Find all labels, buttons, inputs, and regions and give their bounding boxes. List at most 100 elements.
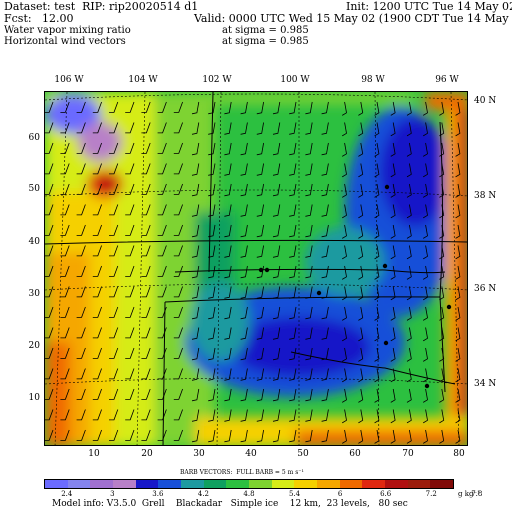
wind-barb: [60, 265, 70, 277]
wind-barb: [374, 388, 380, 403]
wind-barb: [157, 286, 167, 298]
colorbar-swatch: [158, 480, 182, 488]
wind-barb: [406, 245, 412, 260]
wind-barb: [60, 347, 70, 359]
wind-barb: [341, 142, 347, 157]
wind-barb: [289, 347, 297, 361]
wind-barb: [92, 265, 102, 277]
wind-barb: [455, 286, 461, 301]
wind-barb: [374, 101, 380, 116]
wind-barb: [45, 224, 54, 236]
wind-barb: [141, 183, 151, 195]
wind-barb: [224, 429, 232, 443]
wind-barb: [439, 327, 445, 342]
wind-barb: [141, 101, 151, 113]
wind-barb: [240, 122, 248, 135]
wind-barb: [422, 388, 428, 403]
wind-barb: [321, 163, 329, 176]
lon-label-106w: 106 W: [54, 75, 84, 85]
wind-barb: [358, 122, 364, 137]
wind-barb: [390, 142, 396, 157]
wind-barb: [76, 368, 86, 380]
wind-barb: [125, 429, 135, 441]
wind-barb: [256, 224, 264, 238]
wind-barb: [289, 265, 297, 279]
colorbar-swatch: [317, 480, 340, 488]
y-tick-30: 30: [28, 289, 40, 299]
wind-barb: [191, 224, 200, 238]
wind-barb: [45, 347, 54, 359]
wind-barb: [289, 101, 297, 115]
wind-barb: [455, 122, 461, 137]
wind-barb: [256, 122, 264, 135]
wind-barb: [321, 429, 329, 443]
wind-barb: [374, 224, 380, 239]
wind-barb: [92, 204, 102, 216]
wind-barb: [390, 245, 396, 260]
wind-barb: [390, 265, 396, 280]
colorbar-swatch: [90, 480, 114, 488]
barb-vectors-caption: BARB VECTORS: FULL BARB = 5 m s⁻¹: [180, 469, 304, 476]
wind-barb: [305, 429, 313, 443]
wind-barb: [76, 429, 86, 441]
colorbar-label: 3.6: [152, 490, 164, 498]
wind-barb: [272, 204, 281, 217]
wind-barb: [406, 265, 412, 280]
wind-barb: [191, 122, 200, 135]
wind-barb: [45, 204, 54, 216]
wind-barb: [108, 224, 119, 236]
wind-barb: [321, 183, 329, 197]
wind-barb: [60, 142, 70, 154]
wind-barb: [406, 204, 412, 219]
wind-barb: [455, 306, 461, 321]
wind-barb: [289, 327, 297, 340]
wind-barb: [374, 286, 380, 301]
wind-barb: [406, 306, 412, 321]
wind-barb: [455, 101, 461, 116]
wind-barb: [92, 142, 102, 154]
wind-barb: [321, 306, 329, 320]
wind-barb: [76, 388, 86, 400]
wind-barb: [240, 245, 248, 258]
lon-label-104w: 104 W: [128, 75, 158, 85]
wind-barb: [173, 409, 183, 421]
wind-barb: [208, 306, 216, 320]
wind-barb: [45, 142, 54, 154]
wind-barb: [173, 286, 183, 298]
wind-barb: [341, 163, 347, 178]
wind-barb: [45, 101, 54, 113]
wind-barb: [256, 245, 264, 258]
wind-barb: [422, 347, 428, 362]
wind-barb: [305, 368, 313, 381]
wind-barb: [358, 142, 364, 157]
wind-barb: [422, 142, 428, 157]
wind-barb: [455, 204, 461, 219]
wind-barb: [422, 122, 428, 137]
x-tick-20: 20: [141, 449, 153, 459]
wind-barb: [125, 245, 135, 257]
wind-barb: [191, 429, 200, 443]
wind-barb: [321, 388, 329, 402]
wind-barb: [422, 265, 428, 280]
wind-barb: [439, 204, 445, 219]
wind-barb: [208, 347, 216, 361]
wind-barb: [422, 429, 428, 444]
wind-barb: [224, 204, 232, 217]
lat-label-36n: 36 N: [474, 284, 497, 294]
wind-barb: [191, 286, 200, 299]
wind-barb: [390, 347, 396, 362]
wind-barb: [224, 224, 232, 238]
wind-barb: [76, 183, 86, 195]
valid-time-label: Valid: 0000 UTC Wed 15 May 02 (1900 CDT …: [194, 12, 512, 25]
wind-barb: [173, 265, 183, 277]
lat-label-40n: 40 N: [474, 96, 497, 106]
wind-barb: [240, 327, 248, 340]
colorbar-label: 3: [110, 490, 115, 498]
wind-barb: [108, 347, 119, 359]
wind-barb: [321, 409, 329, 422]
wind-barb: [45, 429, 54, 441]
wind-barb: [321, 142, 329, 156]
wind-barb: [108, 286, 119, 298]
wind-barb: [92, 347, 102, 359]
wind-barb: [406, 409, 412, 424]
